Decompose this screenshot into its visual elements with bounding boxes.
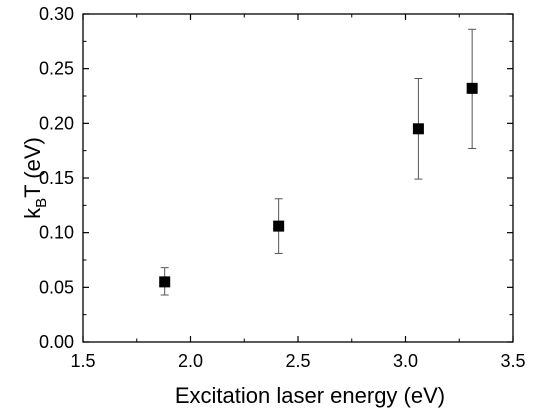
y-tick-label: 0.20 xyxy=(39,113,74,133)
y-tick-label: 0.05 xyxy=(39,277,74,297)
y-tick-label: 0.15 xyxy=(39,168,74,188)
y-label-k: k xyxy=(20,207,45,219)
plot-frame xyxy=(82,13,514,343)
x-tick-label: 2.0 xyxy=(178,351,203,371)
y-axis-label: kBT (eV) xyxy=(20,137,50,219)
x-axis-label: Excitation laser energy (eV) xyxy=(175,383,445,408)
error-bars xyxy=(160,28,477,296)
data-point xyxy=(466,82,478,94)
y-tick-label: 0.30 xyxy=(39,4,74,24)
y-tick-label: 0.10 xyxy=(39,223,74,243)
svg-text:kBT (eV): kBT (eV) xyxy=(20,137,50,219)
y-label-subscript: B xyxy=(33,198,50,208)
data-point xyxy=(273,220,285,232)
data-point xyxy=(412,123,424,135)
y-tick-label: 0.00 xyxy=(39,332,74,352)
y-tick-label: 0.25 xyxy=(39,59,74,79)
axes xyxy=(82,13,514,343)
x-tick-label: 3.5 xyxy=(500,351,525,371)
data-points xyxy=(159,82,478,288)
x-tick-label: 1.5 xyxy=(70,351,95,371)
data-point xyxy=(159,276,171,288)
x-tick-label: 3.0 xyxy=(393,351,418,371)
y-label-rest: T (eV) xyxy=(20,137,45,198)
ticks: 1.5 2.0 2.5 3.0 3.5 0.00 0.05 0.10 0.15 0.20 0.25 0… xyxy=(39,4,526,371)
x-tick-label: 2.5 xyxy=(285,351,310,371)
